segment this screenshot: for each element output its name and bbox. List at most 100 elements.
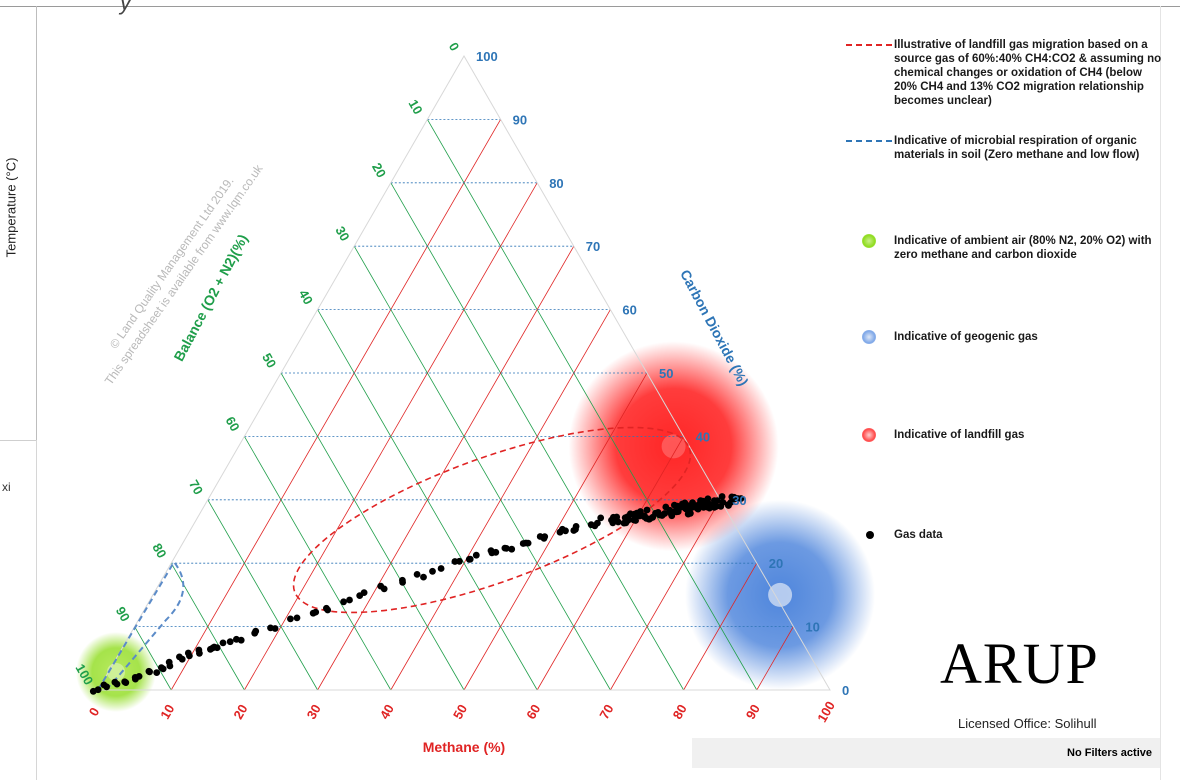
methane-tick-label: 70 — [596, 702, 616, 722]
co2-tick-label: 90 — [513, 112, 527, 127]
gas-data-point — [323, 604, 330, 612]
grid-line-methane — [536, 436, 684, 691]
gas-data-point — [594, 519, 601, 527]
balance-tick-label: 40 — [296, 287, 316, 307]
gas-data-point — [196, 649, 203, 657]
grid-line-methane — [610, 499, 721, 691]
watermark-line: © Land Quality Management Ltd 2019. — [107, 174, 237, 351]
grid-line-methane — [170, 119, 501, 691]
co2-tick-label: 100 — [476, 49, 498, 64]
triangle-outline — [97, 54, 831, 691]
balance-tick-label: 20 — [369, 160, 389, 180]
landfill-migration-envelope — [292, 426, 692, 614]
gas-data-point — [718, 493, 726, 500]
frame-right-border — [1160, 6, 1161, 780]
gas-data-point — [420, 573, 427, 581]
gas-data-point — [153, 669, 161, 676]
gas-data-point — [522, 539, 530, 547]
frame-top-border — [0, 6, 1180, 7]
triangle-border — [97, 54, 831, 691]
gas-data-point — [637, 508, 644, 515]
balance-tick-label: 10 — [406, 97, 426, 117]
gas-data-point — [556, 528, 564, 536]
arup-logo: ARUP — [940, 631, 1099, 696]
gas-data-point — [233, 635, 240, 643]
balance-tick-label: 60 — [223, 414, 243, 434]
legend-label: Indicative of ambient air (80% N2, 20% O… — [894, 235, 1152, 261]
grid-layer — [134, 119, 794, 691]
gas-data-point — [184, 649, 192, 657]
grid-line-balance — [280, 372, 465, 691]
gas-data-point — [176, 653, 183, 661]
grid-line-balance — [353, 246, 611, 691]
legend-label: Gas data — [894, 529, 943, 541]
methane-tick-label: 90 — [743, 702, 763, 722]
co2-tick-label: 50 — [659, 366, 673, 381]
office-label: Licensed Office: Solihull — [958, 716, 1097, 731]
co2-tick-label: 10 — [805, 620, 819, 635]
gas-data-point — [608, 516, 615, 524]
methane-tick-label: 50 — [450, 702, 470, 722]
methane-tick-label: 30 — [304, 702, 324, 722]
co2-tick-label: 80 — [549, 176, 563, 191]
grid-line-methane — [317, 246, 575, 691]
gas-data-point — [508, 545, 516, 553]
gas-data-point — [121, 678, 129, 686]
balance-tick-label: 80 — [149, 541, 169, 561]
red-zone-icon — [862, 428, 876, 442]
grid-line-methane — [756, 626, 794, 691]
gas-data-point — [613, 513, 621, 521]
co2-tick-label: 60 — [622, 303, 636, 318]
gas-data-point — [287, 615, 294, 623]
co2-tick-label: 20 — [769, 556, 783, 571]
gas-data-point — [676, 503, 684, 511]
gas-data-point — [731, 495, 738, 503]
tick-label-layer: 0 10 20 30 40 50 60 70 80 90 100 0 10 20 30 40 50 60 70 80 9… — [73, 40, 850, 725]
gas-data-point — [399, 579, 406, 586]
gas-data-point — [226, 638, 234, 646]
gas-data-point — [413, 571, 421, 578]
gas-data-point — [643, 506, 651, 514]
methane-tick-label: 100 — [814, 699, 838, 725]
gas-data-point — [377, 582, 385, 590]
balance-tick-label: 50 — [259, 350, 279, 370]
gas-data-point — [293, 614, 301, 622]
gas-data-point — [682, 505, 689, 512]
co2-tick-label: 0 — [842, 683, 849, 698]
methane-tick-label: 40 — [377, 702, 397, 722]
balance-tick-label: 90 — [113, 604, 133, 624]
gas-data-point — [145, 667, 153, 675]
gas-data-point — [541, 533, 549, 540]
gas-data-point — [166, 662, 174, 670]
black-dot-icon — [866, 531, 874, 539]
frame-left-border-lower — [36, 440, 37, 780]
legend-symbol — [846, 428, 892, 444]
gas-data-point — [562, 527, 569, 535]
gas-data-point — [356, 592, 364, 599]
gas-data-point — [271, 625, 279, 632]
gas-data-point — [710, 504, 718, 511]
grid-line-methane — [463, 372, 648, 691]
gas-data-point — [429, 567, 436, 575]
gas-data-point — [572, 525, 579, 533]
co2-tick-label: 30 — [732, 493, 746, 508]
grid-line-balance — [427, 119, 758, 691]
gas-data-point — [690, 501, 697, 509]
gas-data-point — [649, 513, 657, 521]
gas-data-point — [737, 495, 745, 502]
co2-tick-label: 40 — [696, 429, 710, 444]
gas-data-point — [472, 551, 480, 559]
legend-label: Indicative of geogenic gas — [894, 331, 1038, 343]
gas-data-point — [661, 510, 669, 517]
microbial-respiration-envelope — [97, 560, 185, 691]
legend-label: Illustrative of landfill gas migration b… — [894, 39, 1162, 107]
gas-data-point — [694, 505, 702, 513]
methane-tick-label: 80 — [670, 702, 690, 722]
gas-data-point — [437, 565, 445, 572]
gas-data-point — [111, 678, 119, 686]
co2-tick-label: 70 — [586, 239, 600, 254]
gas-data-layer — [89, 493, 745, 695]
legend-symbol — [846, 134, 892, 150]
gas-data-point — [159, 665, 167, 673]
